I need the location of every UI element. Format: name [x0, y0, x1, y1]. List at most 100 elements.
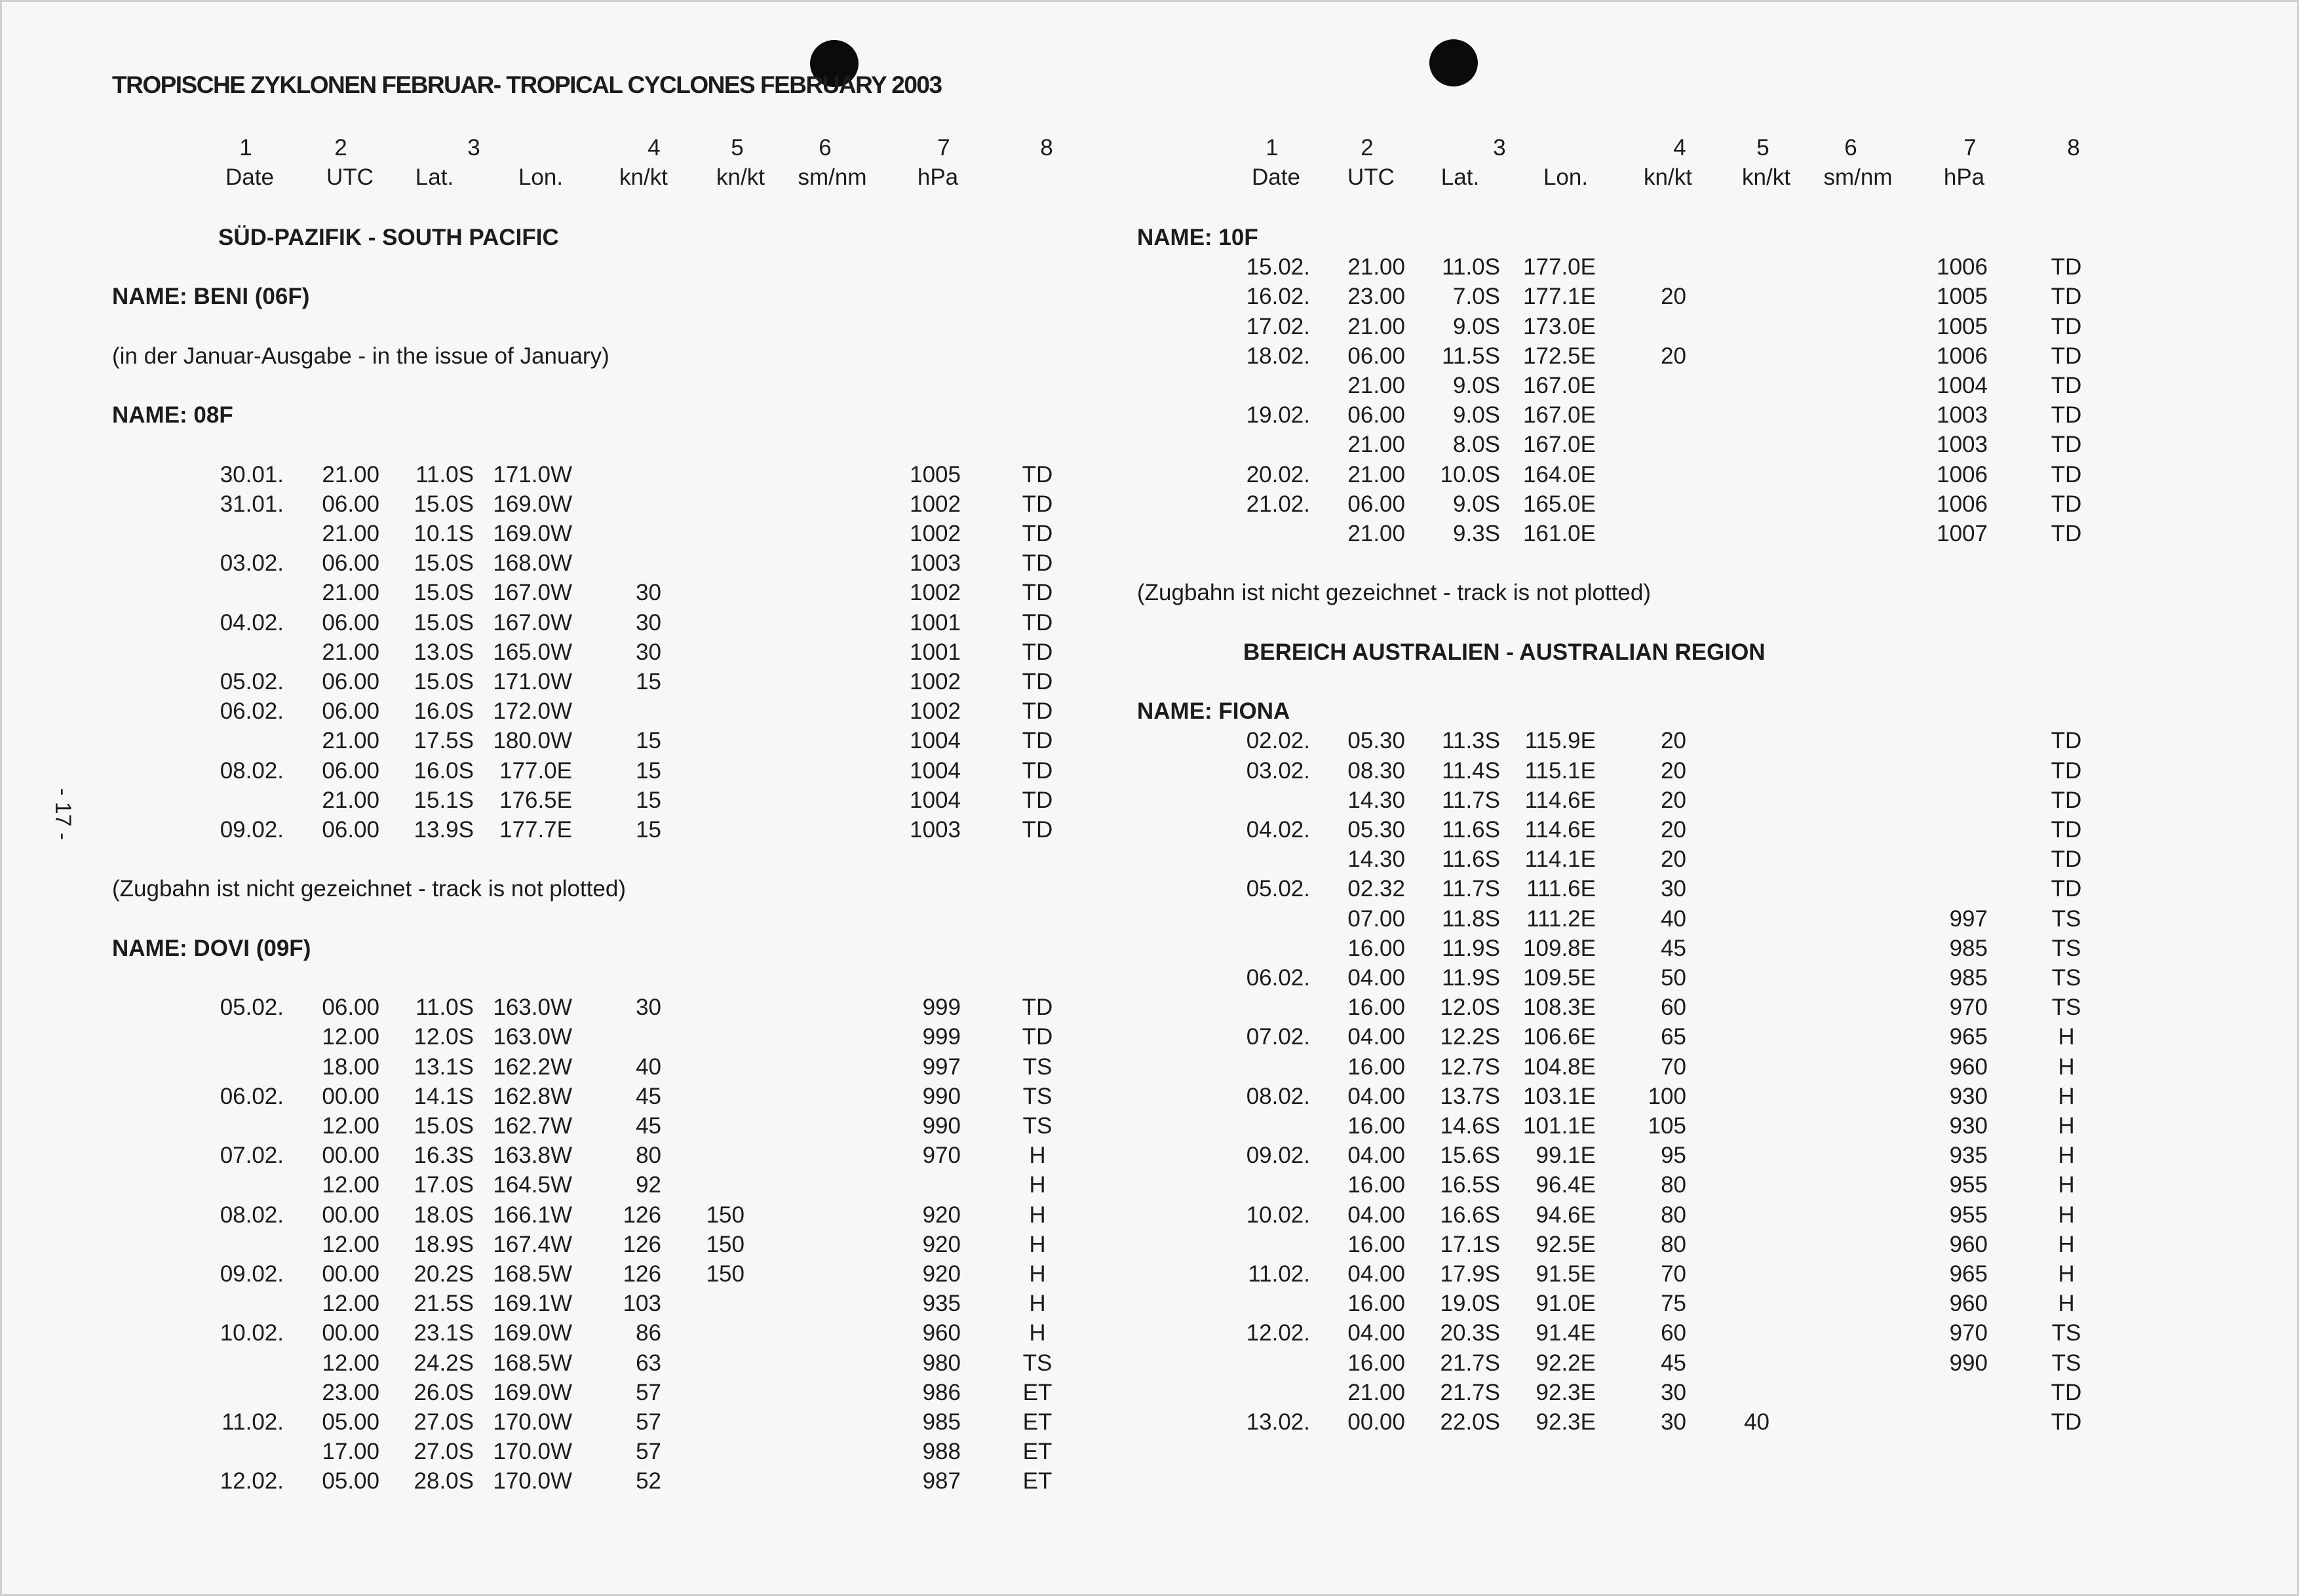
cell-class: TD	[2051, 1409, 2082, 1435]
cell-wind-kt: 15	[636, 728, 661, 754]
cell-utc: 21.00	[322, 461, 379, 487]
cell-wind-kt: 92	[636, 1172, 661, 1198]
cell-lat: 15.0S	[414, 669, 474, 694]
column-number: 8	[1040, 135, 1053, 161]
cell-wind-kt: 75	[1661, 1291, 1686, 1317]
cell-pressure-hpa: 935	[1949, 1143, 1988, 1169]
cell-lon: 99.1E	[1536, 1143, 1596, 1169]
cell-lat: 17.1S	[1440, 1231, 1500, 1257]
cell-pressure-hpa: 986	[922, 1379, 961, 1405]
cell-class: ET	[1022, 1439, 1053, 1465]
cell-utc: 00.00	[322, 1083, 379, 1109]
cell-class: TD	[1022, 698, 1053, 725]
cell-lon: 111.6E	[1526, 876, 1596, 902]
cell-utc: 16.00	[1347, 1231, 1405, 1257]
cell-utc: 21.00	[322, 639, 379, 665]
cell-lat: 9.3S	[1453, 521, 1500, 546]
cell-utc: 06.00	[322, 995, 379, 1021]
cell-utc: 00.00	[322, 1143, 379, 1169]
cell-lat: 11.9S	[1442, 935, 1500, 961]
cell-date: 06.02.	[220, 1083, 284, 1109]
cell-lat: 23.1S	[414, 1320, 474, 1346]
column-number: 6	[819, 135, 832, 161]
cell-utc: 23.00	[1347, 284, 1405, 310]
cell-utc: 04.00	[1347, 1202, 1405, 1228]
column-label: Lon.	[1543, 164, 1589, 190]
cell-wind-kt: 80	[1661, 1202, 1686, 1228]
cell-pressure-hpa: 1001	[910, 639, 961, 665]
cell-pressure-hpa: 997	[1949, 905, 1988, 932]
cell-wind-kt: 57	[636, 1439, 661, 1465]
cell-wind-kt: 15	[636, 817, 661, 843]
cell-utc: 12.00	[322, 1291, 379, 1317]
cell-class: TD	[1022, 521, 1053, 546]
cell-class: TD	[2051, 1379, 2082, 1405]
cell-lat: 11.6S	[1442, 817, 1500, 843]
cell-utc: 21.00	[1347, 521, 1405, 546]
cell-class: H	[2058, 1172, 2075, 1198]
cell-lat: 27.0S	[414, 1409, 474, 1435]
cell-lat: 14.6S	[1440, 1113, 1500, 1139]
cell-date: 12.02.	[1246, 1320, 1310, 1346]
cell-pressure-hpa: 960	[1949, 1054, 1988, 1080]
cell-class: TD	[2051, 521, 2082, 546]
cell-wind-kt: 105	[1648, 1113, 1686, 1139]
cell-lat: 21.7S	[1440, 1379, 1500, 1405]
cell-wind-kt: 45	[1661, 935, 1686, 961]
storm-name: NAME: 08F	[112, 402, 233, 428]
cell-wind-kt: 60	[1661, 995, 1686, 1021]
cell-class: ET	[1022, 1468, 1053, 1494]
cell-lat: 11.3S	[1442, 728, 1500, 754]
cell-wind-kt: 70	[1661, 1261, 1686, 1287]
cell-lon: 167.0E	[1523, 373, 1596, 398]
cell-lat: 13.9S	[414, 817, 474, 843]
column-label: sm/nm	[1823, 164, 1893, 190]
cell-utc: 04.00	[1347, 1320, 1405, 1346]
cell-pressure-hpa: 997	[922, 1054, 961, 1080]
column-number: 4	[1673, 135, 1686, 161]
cell-class: TD	[1022, 580, 1053, 606]
cell-class: H	[2058, 1291, 2075, 1317]
cell-wind-kt: 80	[636, 1143, 661, 1169]
cell-lat: 16.5S	[1440, 1172, 1500, 1198]
cell-utc: 04.00	[1347, 1261, 1405, 1287]
cell-gust-kt: 150	[706, 1261, 744, 1287]
cell-date: 09.02.	[220, 817, 284, 843]
cell-utc: 04.00	[1347, 965, 1405, 991]
page-title: TROPISCHE ZYKLONEN FEBRUAR- TROPICAL CYC…	[112, 71, 942, 98]
cell-wind-kt: 40	[1661, 905, 1686, 932]
cell-class: TD	[2051, 876, 2082, 902]
cell-class: H	[2058, 1202, 2075, 1228]
cell-utc: 21.00	[322, 521, 379, 546]
cell-lat: 11.0S	[1442, 254, 1500, 280]
cell-lon: 167.0W	[493, 609, 572, 636]
cell-date: 31.01.	[220, 491, 284, 517]
cell-lat: 21.5S	[414, 1291, 474, 1317]
cell-wind-kt: 52	[636, 1468, 661, 1494]
cell-pressure-hpa: 1006	[1937, 254, 1988, 280]
column-number: 2	[334, 135, 347, 161]
cell-date: 12.02.	[220, 1468, 284, 1494]
cell-pressure-hpa: 1004	[910, 728, 961, 754]
cell-wind-kt: 80	[1661, 1231, 1686, 1257]
cell-lat: 8.0S	[1453, 432, 1500, 458]
cell-pressure-hpa: 1006	[1937, 343, 1988, 369]
cell-wind-kt: 30	[636, 639, 661, 665]
cell-utc: 06.00	[322, 669, 379, 694]
cell-lat: 9.0S	[1453, 402, 1500, 428]
cell-pressure-hpa: 1003	[910, 550, 961, 577]
cell-utc: 06.00	[322, 550, 379, 577]
cell-lat: 11.0S	[415, 461, 474, 487]
cell-utc: 06.00	[322, 698, 379, 725]
cell-lon: 114.1E	[1524, 846, 1596, 873]
cell-wind-kt: 126	[623, 1202, 661, 1228]
column-label: hPa	[1943, 164, 1985, 190]
cell-utc: 00.00	[1347, 1409, 1405, 1435]
cell-lat: 11.7S	[1442, 787, 1500, 813]
cell-date: 05.02.	[220, 995, 284, 1021]
column-label: Lat.	[1440, 164, 1480, 190]
cell-class: H	[1029, 1261, 1046, 1287]
cell-lat: 9.0S	[1453, 491, 1500, 517]
cell-lat: 27.0S	[414, 1439, 474, 1465]
